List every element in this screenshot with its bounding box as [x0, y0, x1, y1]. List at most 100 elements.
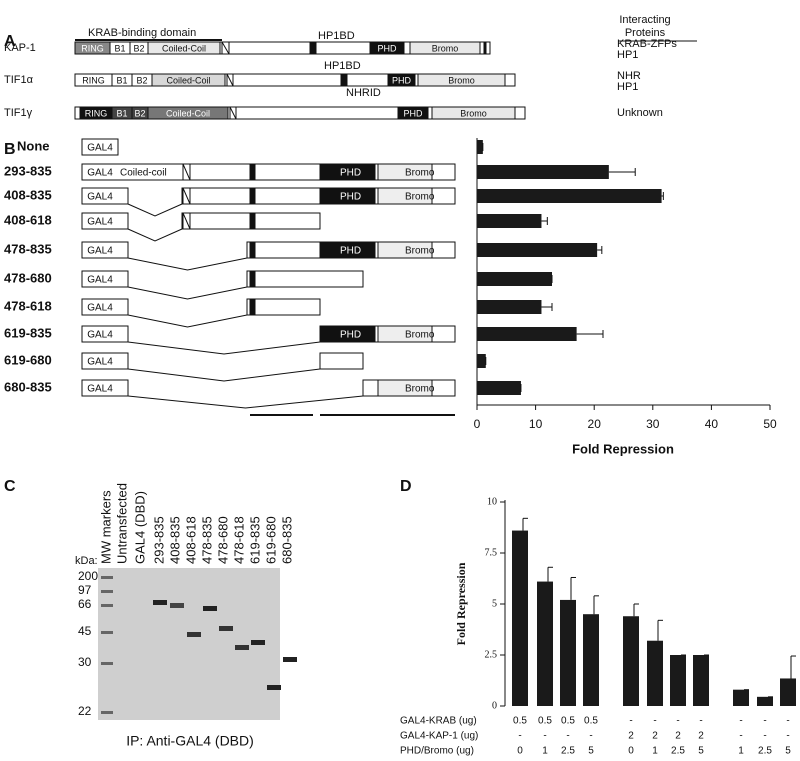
bar [477, 272, 553, 286]
lane-label: 478-618 [231, 516, 246, 564]
bar [477, 354, 486, 368]
lane-label: 478-680 [215, 516, 230, 564]
domain-label: B2 [133, 43, 144, 53]
domain [147, 41, 221, 55]
marker-size: 200 [78, 569, 98, 583]
construct-domain [377, 163, 433, 181]
condition-value: 0.5 [561, 716, 575, 727]
marker-size: 66 [78, 597, 92, 611]
condition-value: - [589, 731, 592, 742]
condition-value: - [786, 716, 789, 727]
condition-label: GAL4-KAP-1 (ug) [400, 731, 478, 742]
y-tick-label: 10 [487, 496, 497, 507]
condition-value: 5 [698, 746, 704, 757]
condition-value: 2 [698, 731, 704, 742]
construct-domain [377, 187, 433, 205]
bar [477, 165, 609, 179]
domain-label: B2 [134, 108, 145, 118]
bar [757, 696, 773, 706]
domain [417, 73, 506, 87]
condition-value: - [518, 731, 521, 742]
domain-label: RING [85, 108, 108, 118]
construct-domain-label: GAL4 [87, 192, 113, 203]
condition-value: - [629, 716, 632, 727]
construct-domain-label: Coiled-coil [120, 168, 167, 179]
condition-value: 0.5 [584, 716, 598, 727]
lane-label: 478-835 [199, 516, 214, 564]
bar [537, 581, 553, 706]
domain-label: Coiled-Coil [166, 75, 210, 85]
protein-name: KAP-1 [4, 42, 36, 54]
y-axis-label: Fold Repression [454, 562, 468, 645]
lane-label: 293-835 [151, 516, 166, 564]
condition-value: - [763, 731, 766, 742]
annotation: NHRID [346, 87, 381, 99]
construct-domain [249, 163, 256, 181]
marker-band [101, 631, 113, 634]
construct-name: 619-680 [4, 352, 52, 367]
x-axis-label: Fold Repression [572, 441, 674, 456]
marker-band [101, 711, 113, 714]
x-tick-label: 0 [474, 417, 481, 431]
construct-domain [249, 212, 256, 230]
domain [483, 41, 487, 55]
bar [560, 599, 576, 706]
construct-domain-label: PHD [340, 246, 361, 257]
bar [693, 655, 709, 706]
condition-value: - [763, 716, 766, 727]
construct-name: 680-835 [4, 379, 52, 394]
bar [512, 530, 528, 706]
condition-value: 1 [542, 746, 548, 757]
lane-label: MW markers [98, 490, 113, 564]
bar [477, 300, 542, 314]
condition-value: - [786, 731, 789, 742]
domain-label: RING [82, 75, 105, 85]
gal4-box [81, 187, 129, 205]
gel-caption: IP: Anti-GAL4 (DBD) [126, 733, 254, 749]
panel-letter: A [4, 33, 16, 50]
condition-value: 1 [652, 746, 658, 757]
construct-domain-label: PHD [340, 275, 361, 286]
construct-domain-label: GAL4 [87, 384, 113, 395]
condition-value: - [739, 731, 742, 742]
bar [477, 381, 521, 395]
gal4-box [81, 270, 129, 288]
domain [387, 73, 416, 87]
construct-name: 478-680 [4, 270, 52, 285]
condition-value: 2.5 [671, 746, 685, 757]
construct-domain-label: Bromo [405, 246, 435, 257]
construct-domain [377, 325, 433, 343]
domain-hatch [229, 106, 237, 120]
construct-domain-label: Bromo [405, 192, 435, 203]
domain [151, 73, 226, 87]
bar [477, 243, 598, 257]
marker-size: 22 [78, 704, 92, 718]
y-tick-label: 7.5 [485, 547, 498, 558]
condition-label: PHD/Bromo (ug) [400, 746, 474, 757]
y-tick-label: 2.5 [485, 649, 498, 660]
marker-size: 45 [78, 624, 92, 638]
panel-letter: B [4, 141, 16, 158]
lane-label: 680-835 [279, 516, 294, 564]
gel-band [251, 640, 265, 645]
gal4-box [81, 138, 119, 156]
domain-label: Bromo [432, 43, 459, 53]
deletion-line [127, 257, 248, 271]
gel-band [267, 685, 281, 690]
domain-hatch [226, 73, 234, 87]
marker-unit: kDa: [75, 555, 98, 567]
bar [477, 214, 542, 228]
y-tick-label: 5 [492, 598, 497, 609]
construct-domain [319, 325, 376, 343]
construct-body [319, 352, 364, 370]
marker-size: 97 [78, 583, 92, 597]
lane-label: 619-680 [263, 516, 278, 564]
domain-label: Coiled-Coil [166, 108, 210, 118]
domain [431, 106, 516, 120]
construct-name: 408-835 [4, 187, 52, 202]
marker-band [101, 590, 113, 593]
panel-letter: C [4, 478, 16, 495]
construct-domain [249, 187, 256, 205]
